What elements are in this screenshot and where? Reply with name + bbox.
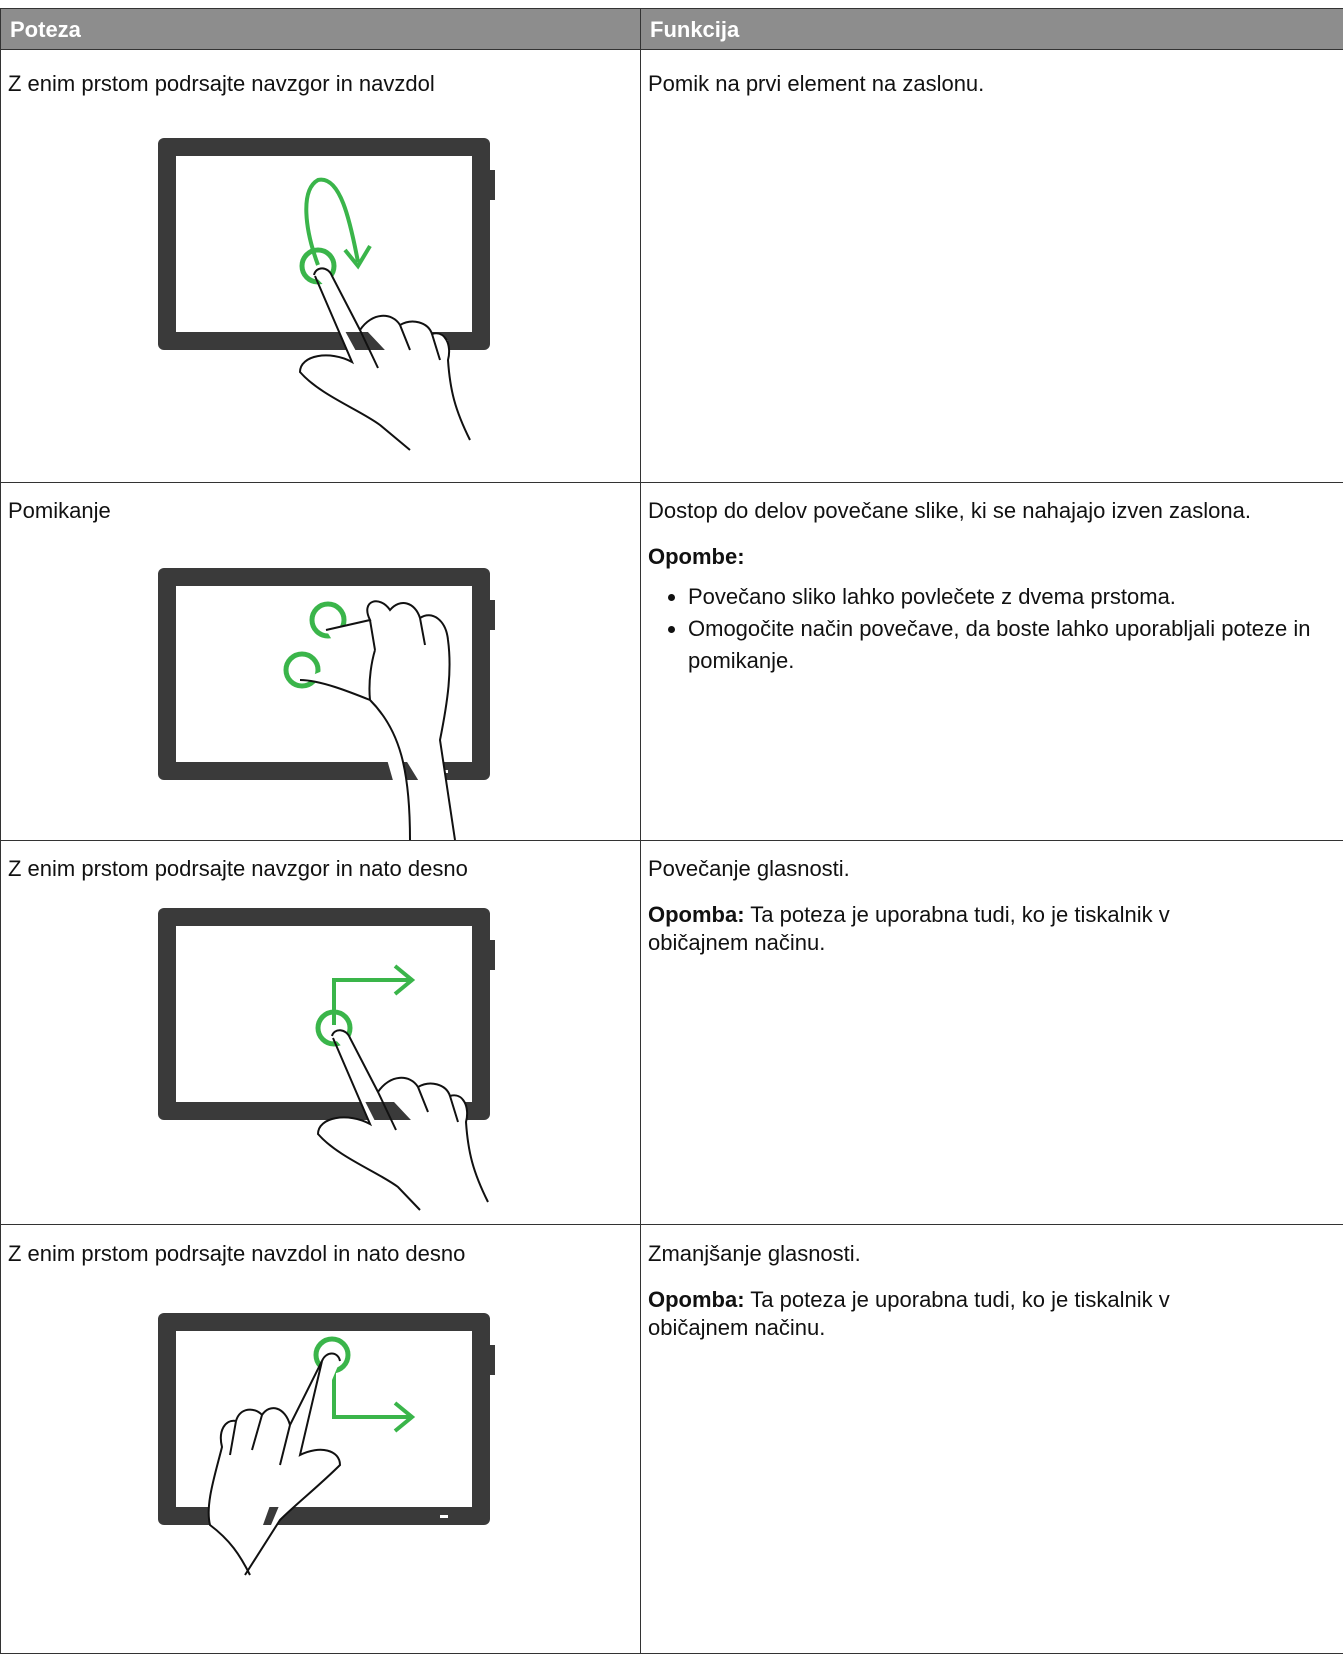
function: Zmanjšanje glasnosti. [648, 1241, 861, 1266]
function-block: Zmanjšanje glasnosti. Opomba: Ta poteza … [648, 1240, 1248, 1342]
note: Omogočite način povečave, da boste lahko… [688, 613, 1328, 677]
cell [0, 1224, 641, 1654]
note-para: Opomba: Ta poteza je uporabna tudi, ko j… [648, 1286, 1248, 1342]
function: Pomik na prvi element na zaslonu. [648, 71, 985, 96]
gesture: Z enim prstom podrsajte navzgor in navzd… [8, 71, 435, 96]
note-label: Opomba: [648, 902, 745, 927]
cell [0, 840, 641, 1225]
gesture: Z enim prstom podrsajte navzgor in nato … [8, 856, 468, 881]
gesture: Z enim prstom podrsajte navzdol in nato … [8, 1241, 466, 1266]
header-text: Poteza [10, 17, 81, 42]
cell [0, 49, 641, 483]
header-text: Funkcija [650, 17, 740, 42]
function-block: Povečanje glasnosti. Opomba: Ta poteza j… [648, 855, 1248, 957]
note: Ta poteza je uporabna tudi, ko je tiskal… [648, 902, 1170, 955]
note: Povečano sliko lahko povlečete z dvema p… [688, 581, 1328, 613]
note-para: Opomba: Ta poteza je uporabna tudi, ko j… [648, 901, 1248, 957]
function-block: Dostop do delov povečane slike, ki se na… [648, 497, 1343, 677]
cell [640, 49, 1343, 483]
header-cell [640, 8, 1343, 50]
function: Povečanje glasnosti. [648, 856, 850, 881]
notes: Povečano sliko lahko povlečete z dvema p… [648, 581, 1328, 677]
notes-label: Opombe: [648, 544, 745, 569]
cell [0, 482, 641, 841]
gesture: Pomikanje [8, 498, 111, 523]
header-cell [0, 8, 641, 50]
function: Dostop do delov povečane slike, ki se na… [648, 498, 1251, 523]
note-label: Opomba: [648, 1287, 745, 1312]
note: Ta poteza je uporabna tudi, ko je tiskal… [648, 1287, 1170, 1340]
